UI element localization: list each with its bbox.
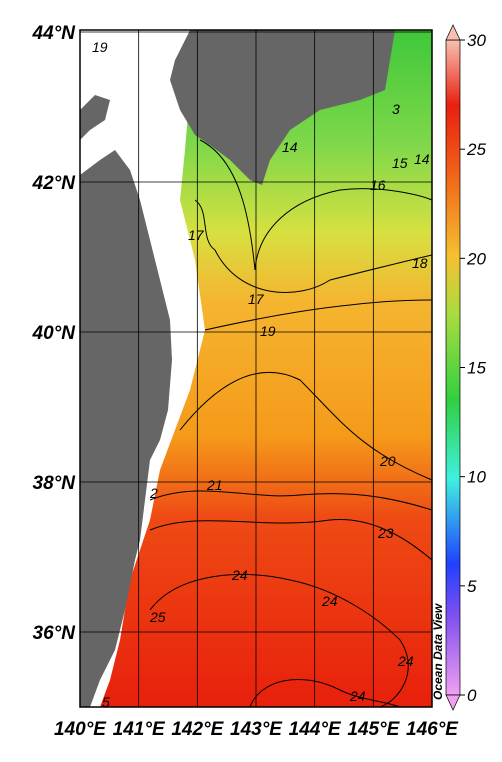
contour-label: 15	[392, 155, 408, 171]
lat-label: 36°N	[33, 623, 77, 644]
contour-labels: 19 3 14 15 14 16 17 18 17 19 20 21 2 23 24 24 25 24 24 5	[92, 39, 430, 710]
contour-label: 20	[379, 453, 396, 469]
colorbar-tick-label: 10	[467, 468, 486, 487]
lon-label: 144°E	[289, 719, 342, 740]
no-data	[120, 30, 190, 70]
contour-label: 24	[397, 653, 414, 669]
contour-label: 14	[282, 139, 298, 155]
colorbar-tick-label: 20	[466, 249, 486, 268]
colorbar-tick-label: 30	[467, 31, 486, 50]
colorbar-tick-label: 5	[467, 577, 477, 596]
contour-label: 17	[188, 227, 205, 243]
lon-label: 143°E	[230, 719, 283, 740]
lon-label: 145°E	[347, 719, 400, 740]
lon-label: 142°E	[171, 719, 224, 740]
contour-label: 21	[206, 477, 223, 493]
contour-label: 24	[349, 688, 366, 704]
contour-label: 18	[412, 255, 428, 271]
contour-label: 3	[392, 101, 400, 117]
lat-label: 38°N	[33, 473, 77, 494]
lon-label: 140°E	[54, 719, 107, 740]
contour-label: 14	[414, 151, 430, 167]
watermark: Ocean Data View	[431, 603, 445, 700]
contour-label: 2	[149, 485, 158, 501]
axes: 44°N 42°N 40°N 38°N 36°N 140°E 141°E 142°E 143°E…	[32, 23, 487, 740]
contour-label: 19	[260, 323, 276, 339]
land-oshima	[80, 95, 110, 140]
lat-label: 44°N	[32, 23, 77, 44]
lat-label: 42°N	[32, 173, 77, 194]
colorbar-tick-label: 0	[467, 686, 477, 705]
contour-label: 16	[370, 177, 386, 193]
colorbar-tick-label: 15	[467, 359, 486, 378]
colorbar	[445, 39, 461, 696]
contour-label: 5	[102, 694, 110, 710]
colorbar-max-arrow	[445, 24, 461, 41]
lat-label: 40°N	[32, 323, 77, 344]
lon-label: 141°E	[113, 719, 166, 740]
contour-label: 24	[321, 593, 338, 609]
lon-label: 146°E	[406, 719, 459, 740]
graticule	[79, 30, 433, 707]
colorbar-min-arrow	[445, 694, 461, 711]
land-hokkaido	[170, 30, 395, 185]
contour-label: 24	[231, 567, 248, 583]
colorbar-tick-label: 25	[466, 140, 486, 159]
no-data	[80, 30, 200, 165]
contour-label: 23	[377, 525, 394, 541]
contours	[149, 139, 433, 708]
contour-label: 17	[248, 291, 265, 307]
contour-label: 19	[92, 39, 108, 55]
contour-label: 25	[149, 609, 166, 625]
land-honshu	[80, 150, 172, 707]
map-frame	[79, 29, 433, 708]
